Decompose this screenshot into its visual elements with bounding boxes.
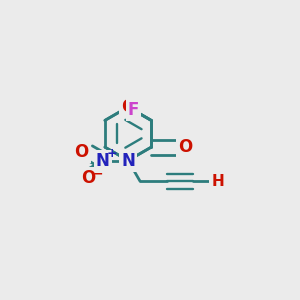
Text: O: O	[82, 169, 96, 187]
Text: O: O	[74, 143, 89, 161]
Text: O: O	[178, 138, 192, 156]
Text: +: +	[107, 147, 118, 160]
Text: −: −	[92, 167, 103, 181]
Text: N: N	[121, 152, 135, 169]
Text: N: N	[96, 152, 110, 169]
Text: O: O	[121, 98, 135, 116]
Text: H: H	[211, 174, 224, 189]
Text: F: F	[128, 101, 139, 119]
